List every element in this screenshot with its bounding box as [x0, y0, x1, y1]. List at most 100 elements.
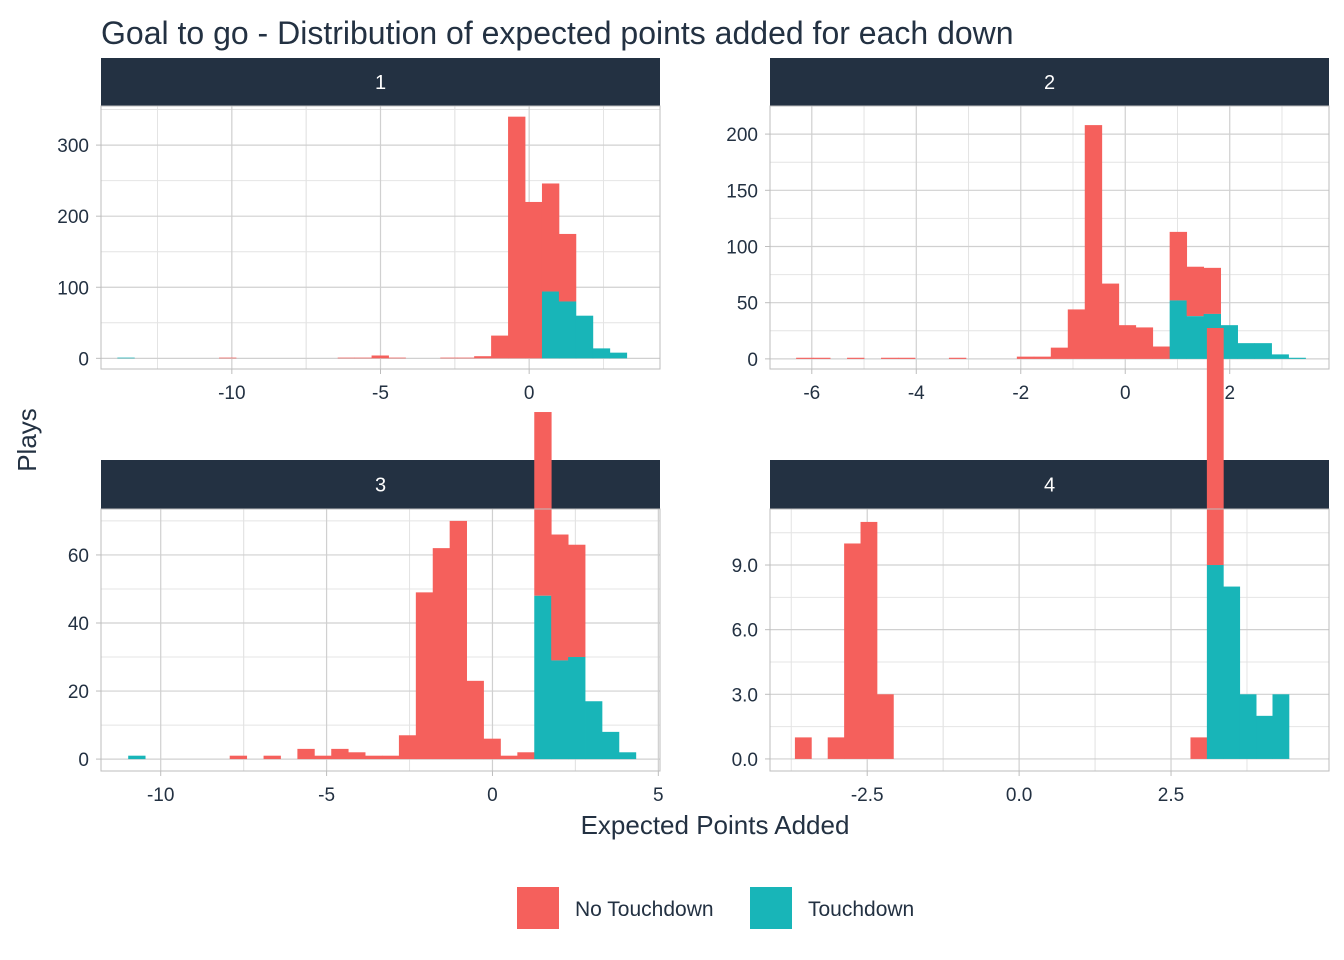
y-tick-label: 300	[57, 136, 89, 157]
facet-strip	[770, 460, 1329, 509]
bar-no-touchdown	[388, 357, 406, 359]
y-tick-label: 9.0	[732, 556, 758, 577]
facet-strip	[770, 58, 1329, 106]
bar-no-touchdown	[1067, 309, 1086, 359]
bar-no-touchdown	[558, 233, 577, 302]
bar-no-touchdown	[517, 752, 535, 760]
bar-no-touchdown	[297, 748, 315, 760]
bar-no-touchdown	[457, 357, 475, 359]
bar-no-touchdown	[860, 521, 878, 759]
x-tick-label: 0	[487, 785, 498, 806]
bar-no-touchdown	[551, 534, 569, 661]
y-tick-label: 20	[68, 682, 89, 703]
bar-no-touchdown	[432, 548, 451, 760]
y-tick-label: 3.0	[732, 685, 758, 706]
y-tick-label: 6.0	[732, 621, 758, 642]
x-tick-label: -5	[318, 785, 335, 806]
x-tick-label: -10	[218, 383, 245, 404]
bar-no-touchdown	[1033, 356, 1052, 359]
bar-touchdown	[1237, 343, 1255, 359]
bar-touchdown	[568, 657, 586, 760]
bar-no-touchdown	[371, 355, 389, 359]
bar-touchdown	[592, 348, 611, 359]
bar-no-touchdown	[541, 183, 560, 292]
legend-label-touchdown: Touchdown	[808, 898, 914, 921]
bar-touchdown	[609, 352, 628, 359]
bar-no-touchdown	[847, 357, 865, 359]
y-tick-label: 40	[68, 614, 89, 635]
bar-no-touchdown	[354, 357, 372, 359]
bar-no-touchdown	[1016, 356, 1035, 359]
bar-touchdown	[575, 315, 594, 359]
bar-no-touchdown	[1101, 283, 1120, 359]
chart-title: Goal to go - Distribution of expected po…	[101, 15, 1014, 51]
legend-key-touchdown	[750, 887, 792, 929]
bar-touchdown	[1254, 343, 1272, 359]
bar-touchdown	[541, 291, 560, 359]
y-tick-label: 100	[57, 278, 89, 299]
bar-no-touchdown	[474, 356, 492, 359]
bar-no-touchdown	[796, 357, 814, 359]
bar-no-touchdown	[813, 357, 831, 359]
bar-no-touchdown	[827, 737, 845, 759]
bar-no-touchdown	[1206, 328, 1224, 566]
facet-strip-label: 2	[1044, 72, 1055, 94]
bar-no-touchdown	[365, 755, 383, 760]
x-tick-label: 0	[1120, 383, 1131, 404]
x-tick-label: 2	[1224, 383, 1235, 404]
bar-no-touchdown	[876, 694, 894, 759]
bar-touchdown	[1186, 316, 1205, 359]
bar-touchdown	[1239, 694, 1257, 759]
x-tick-label: 5	[653, 785, 664, 806]
facet-strip-label: 1	[375, 72, 386, 94]
bar-no-touchdown	[398, 735, 417, 760]
x-tick-label: -4	[908, 383, 925, 404]
facet-panel-3: 3 0 20 40 60 -10 -5 0 5	[68, 412, 664, 806]
bar-touchdown	[1220, 325, 1238, 359]
bar-no-touchdown	[500, 755, 518, 760]
y-tick-label: 100	[726, 237, 758, 258]
bar-no-touchdown	[449, 520, 467, 760]
bar-no-touchdown	[568, 544, 586, 658]
facet-panel-4: 4 0.0 3.0 6.0 9.0 -2.5 0.0 2.5	[732, 328, 1330, 806]
x-tick-label: -10	[147, 785, 174, 806]
bar-no-touchdown	[525, 201, 543, 359]
facet-panel-1: 1 0 100 200 300 -10 -5 0	[57, 58, 661, 404]
x-tick-label: 0	[524, 383, 535, 404]
bar-no-touchdown	[881, 357, 899, 359]
bar-no-touchdown	[381, 755, 400, 760]
bar-touchdown	[601, 731, 620, 760]
bar-no-touchdown	[1203, 267, 1221, 314]
bar-touchdown	[117, 357, 135, 359]
bar-no-touchdown	[229, 755, 248, 760]
panel-border	[769, 105, 1330, 370]
bar-touchdown	[618, 752, 637, 760]
bar-no-touchdown	[897, 357, 916, 359]
facet-strip	[101, 460, 660, 509]
bar-touchdown	[585, 701, 603, 760]
x-tick-label: -5	[372, 383, 389, 404]
facet-strip-label: 4	[1044, 475, 1055, 497]
y-tick-label: 200	[726, 125, 758, 146]
bar-no-touchdown	[483, 738, 501, 760]
panel-border	[769, 508, 1330, 772]
panel-border	[100, 508, 661, 772]
legend-key-no-touchdown	[517, 887, 559, 929]
bar-no-touchdown	[1186, 266, 1205, 317]
bar-no-touchdown	[314, 755, 332, 760]
bar-touchdown	[1206, 565, 1224, 759]
y-tick-label: 0.0	[732, 750, 758, 771]
bar-no-touchdown	[263, 755, 281, 760]
facet-strip-label: 3	[375, 475, 386, 497]
bar-no-touchdown	[1084, 125, 1103, 359]
bar-no-touchdown	[415, 592, 434, 760]
bar-no-touchdown	[440, 357, 458, 359]
y-tick-label: 60	[68, 546, 89, 567]
legend-label-no-touchdown: No Touchdown	[575, 898, 714, 921]
bar-no-touchdown	[948, 357, 967, 359]
y-tick-label: 200	[57, 207, 89, 228]
bar-no-touchdown	[1169, 231, 1188, 301]
bar-no-touchdown	[1050, 347, 1069, 359]
